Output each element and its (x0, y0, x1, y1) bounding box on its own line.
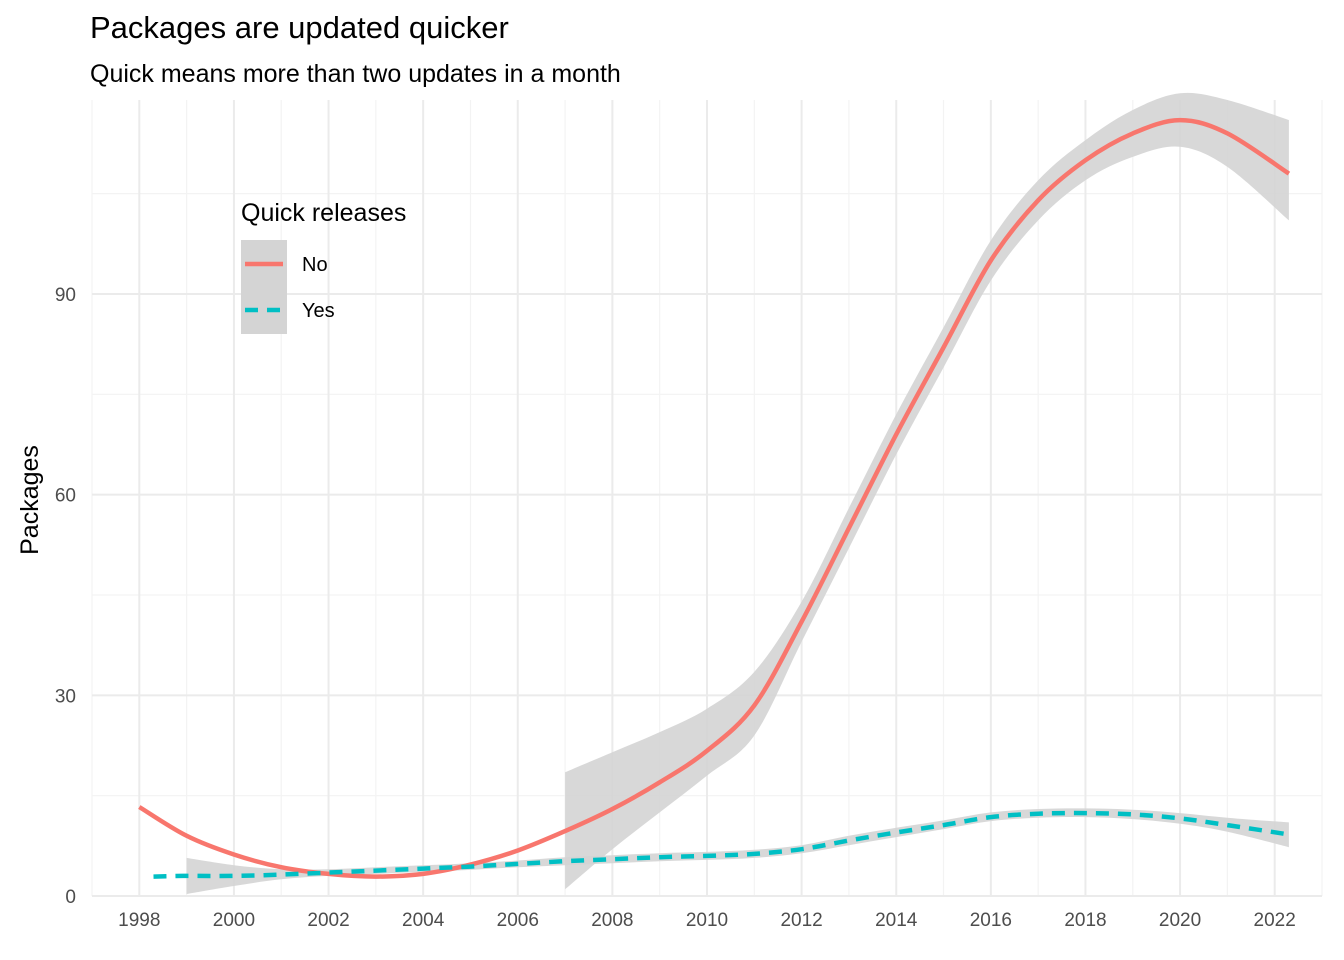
chart-subtitle: Quick means more than two updates in a m… (90, 60, 621, 88)
x-axis-tick-labels: 1998 2000 2002 2004 2006 2008 2010 2012 2014 2016… (118, 910, 1296, 931)
x-tick-label: 2018 (1064, 910, 1106, 931)
x-tick-label: 2016 (970, 910, 1012, 931)
x-tick-label: 2012 (780, 910, 822, 931)
y-axis-title: Packages (16, 445, 44, 555)
x-tick-label: 2000 (213, 910, 255, 931)
x-tick-label: 2002 (307, 910, 349, 931)
series-line-yes (153, 810, 1290, 879)
x-tick-label: 2020 (1159, 910, 1201, 931)
x-tick-label: 2022 (1254, 910, 1296, 931)
legend-label-yes: Yes (302, 300, 335, 322)
legend-title: Quick releases (241, 199, 406, 227)
confidence-band-yes (186, 808, 1289, 894)
series-lines (138, 117, 1291, 879)
chart-title: Packages are updated quicker (90, 10, 509, 45)
major-gridlines (92, 100, 1322, 897)
y-tick-label: 0 (65, 887, 76, 908)
confidence-band-no (565, 92, 1289, 890)
legend: Quick releases No Yes (241, 199, 406, 334)
confidence-bands (186, 92, 1289, 894)
legend-label-no: No (302, 254, 328, 276)
y-tick-label: 30 (55, 686, 76, 707)
x-tick-label: 1998 (118, 910, 160, 931)
y-tick-label: 60 (55, 486, 76, 507)
series-line-no (138, 117, 1291, 879)
x-tick-label: 2014 (875, 910, 918, 931)
y-tick-label: 90 (55, 285, 76, 306)
x-tick-label: 2010 (686, 910, 728, 931)
legend-items: No Yes (245, 254, 335, 322)
x-tick-label: 2008 (591, 910, 633, 931)
x-tick-label: 2006 (497, 910, 539, 931)
y-axis-tick-labels: 0 30 60 90 (55, 285, 76, 908)
legend-key-background (241, 240, 287, 334)
x-tick-label: 2004 (402, 910, 445, 931)
